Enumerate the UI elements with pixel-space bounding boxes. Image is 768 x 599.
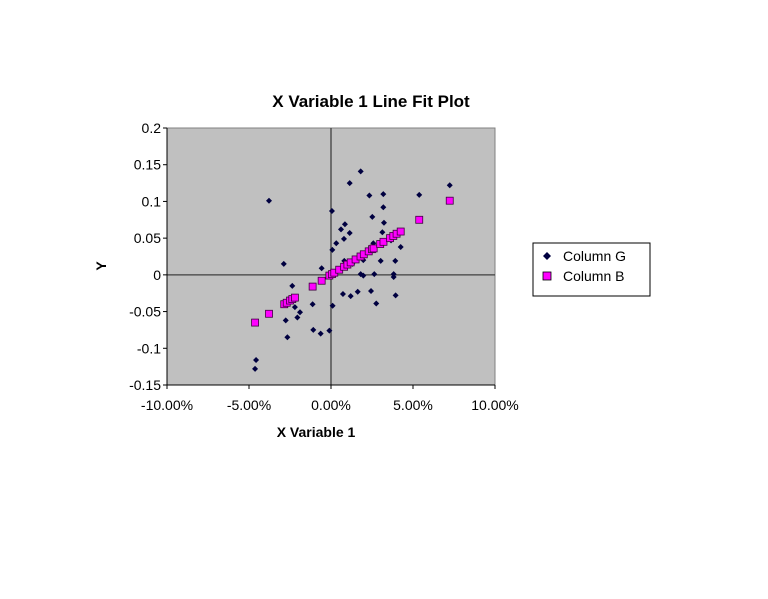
point-column-g [446,182,453,189]
point-column-g [328,207,335,214]
point-column-g [252,365,259,372]
y-tick-label: 0.2 [142,120,162,136]
legend-marker-column-b [542,271,552,281]
point-column-g [309,301,316,308]
point-column-g [289,282,296,289]
legend-label-column-b: Column B [563,268,624,284]
point-column-g [347,293,354,300]
point-column-g [339,290,346,297]
x-tick-label: 10.00% [471,397,518,413]
legend-label-column-g: Column G [563,248,626,264]
point-column-g [294,314,301,321]
legend: Column G Column B [532,242,651,297]
point-column-g [416,191,423,198]
y-tick-label: -0.1 [137,340,161,356]
point-column-g [380,204,387,211]
point-column-g [373,300,380,307]
point-column-g [310,326,317,333]
point-column-g [333,240,340,247]
point-column-g [360,272,367,279]
point-column-b [251,318,259,327]
point-column-g [379,229,386,236]
x-axis-label: X Variable 1 [277,424,356,440]
point-column-g [357,168,364,175]
point-column-g [338,226,345,233]
y-tick-label: 0.05 [134,230,161,246]
x-tick-label: 5.00% [393,397,433,413]
point-column-g [340,235,347,242]
y-tick-label: 0.1 [142,193,162,209]
point-column-g [380,219,387,226]
legend-marker-column-g [543,252,551,260]
point-column-b [445,196,454,205]
point-column-g [368,288,375,295]
x-tick-label: 0.00% [311,397,351,413]
point-column-g [280,260,287,267]
point-column-b [369,244,378,253]
point-column-g [346,230,353,237]
x-tick-label: -10.00% [141,397,193,413]
legend-box [532,242,651,297]
point-column-g [329,246,336,253]
point-column-g [397,243,404,250]
point-column-g [390,274,397,281]
point-column-b [415,215,424,224]
point-column-g [282,317,289,324]
point-column-g [297,309,304,316]
point-column-g [253,357,260,364]
point-column-g [284,334,291,341]
point-column-g [346,180,353,187]
chart-title: X Variable 1 Line Fit Plot [272,92,470,111]
point-column-g [266,197,273,204]
y-axis-label: Y [93,261,109,271]
point-column-g [291,304,298,311]
point-column-g [369,213,376,220]
y-tick-label: -0.15 [129,377,161,393]
point-column-b [396,227,405,236]
point-column-b [379,237,388,246]
point-column-g [341,221,348,228]
point-column-g [392,257,399,264]
point-column-g [392,292,399,299]
point-column-g [366,192,373,199]
point-column-b [291,293,299,302]
point-column-g [371,271,378,278]
x-tick-label: -5.00% [227,397,271,413]
y-tick-label: 0.15 [134,157,161,173]
point-column-g [329,302,336,309]
point-column-b [265,309,273,318]
point-column-g [354,288,361,295]
point-column-g [318,265,325,272]
point-column-b [308,282,317,291]
y-tick-label: -0.05 [129,304,161,320]
point-column-g [326,327,333,334]
point-column-g [380,191,387,198]
point-column-g [317,330,324,337]
point-column-b [317,276,326,285]
y-tick-label: 0 [153,267,161,283]
point-column-g [377,257,384,264]
